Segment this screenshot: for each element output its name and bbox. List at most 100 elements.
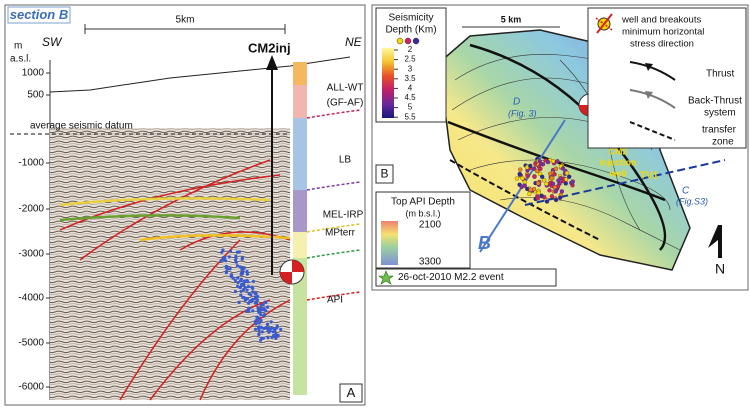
horizon-line (306, 291, 361, 301)
depth-tick-label: -1000 (18, 158, 44, 169)
legend-text: transfer (702, 125, 737, 136)
legend-text: well and breakouts (621, 15, 701, 26)
hypocenter (242, 288, 246, 292)
section-title: section B (10, 7, 69, 22)
horizon-line (306, 109, 361, 119)
unit-label: ALL-WT (327, 83, 364, 94)
hypocenter (257, 321, 261, 325)
epicenter (556, 178, 561, 183)
hypocenter (233, 258, 238, 262)
epicenter (520, 176, 525, 181)
hypocenter (239, 289, 243, 293)
legend-dot (412, 37, 420, 45)
hypocenter (257, 333, 261, 337)
hypocenter (224, 266, 228, 270)
api-scale-label: 3300 (419, 257, 442, 268)
hypocenter (265, 322, 269, 326)
hypocenter (266, 305, 270, 309)
hypocenter (246, 285, 250, 289)
legend-text: Back-Thrust (688, 96, 742, 107)
hypocenter (253, 301, 257, 305)
legend-text: stress direction (630, 39, 694, 50)
well-label: well (608, 168, 626, 178)
epicenter (567, 174, 572, 179)
depth-tick-label: -5000 (18, 338, 44, 349)
hypocenter (240, 257, 244, 261)
fault (79, 159, 271, 261)
depth-tick-label: -2000 (18, 204, 44, 215)
hypocenter (259, 313, 263, 317)
hypocenter (262, 326, 266, 331)
epicenter (528, 187, 533, 192)
unit-label: API (327, 295, 343, 306)
datum-label: average seismic datum (30, 121, 133, 132)
legend-title: Seismicity (388, 13, 433, 24)
horizon (59, 197, 271, 207)
panel-letter: B (380, 167, 388, 181)
hypocenter (238, 285, 242, 290)
hypocenter (259, 338, 263, 342)
depth-scale-label: 4.5 (404, 93, 416, 102)
hypocenter (222, 257, 226, 262)
hypocenter (251, 309, 255, 313)
hypocenter (245, 272, 249, 276)
panel-letter-box (339, 383, 363, 403)
stress-symbol (595, 17, 613, 31)
epicenter (528, 163, 533, 169)
hypocenter (229, 249, 233, 253)
event-label: 26-oct-2010 M2.2 event (398, 272, 504, 283)
hypocenter (251, 279, 256, 283)
section-d-ref: (Fig. 3) (508, 108, 537, 118)
depth-tick-label: 500 (27, 90, 44, 101)
fault (119, 239, 241, 401)
epicenter (533, 161, 538, 166)
epicenter (553, 189, 558, 194)
epicenter (544, 199, 550, 204)
tv1-label: TV1 (640, 171, 659, 182)
legend-title: (m b.s.l.) (406, 208, 441, 218)
hypocenter (259, 325, 263, 329)
section-c-label: C (682, 186, 690, 197)
depth-scale-label: 3 (408, 64, 413, 73)
hypocenter (275, 324, 279, 328)
event-star (378, 270, 394, 285)
hypocenter (253, 295, 257, 299)
epicenter (544, 181, 549, 186)
hypocenter (233, 289, 237, 294)
hypocenter (256, 316, 261, 320)
hypocenter (240, 282, 244, 287)
epicenter (518, 167, 523, 172)
hypocenter (256, 308, 260, 312)
epicenter (564, 170, 570, 176)
backthrust-tooth (645, 91, 653, 99)
backthrust-symbol (629, 89, 676, 109)
depth-tick-label: 1000 (22, 68, 45, 79)
epicenter (517, 171, 522, 177)
strat-unit (293, 190, 307, 232)
depth-scale-label: 2.5 (404, 55, 416, 64)
hypocenter (269, 320, 273, 324)
hypocenter (237, 300, 241, 304)
epicenter (549, 194, 555, 199)
topography (49, 56, 351, 93)
strat-unit (293, 62, 307, 85)
horizon-line (306, 181, 361, 191)
well-label: CM2 (608, 146, 627, 156)
hypocenter (231, 276, 235, 280)
hypocenter (219, 259, 223, 263)
sw-label: SW (42, 35, 63, 49)
unit-label: MPterr (325, 228, 356, 239)
epicenter (552, 172, 557, 177)
legend-title: Top API Depth (391, 197, 455, 208)
epicenter (532, 174, 537, 179)
north-label: N (715, 261, 725, 277)
hypocenter (250, 285, 254, 289)
epicenter (536, 190, 541, 195)
epicenter (549, 175, 554, 181)
hypocenter (263, 300, 267, 304)
epicenter (560, 178, 566, 184)
hypocenter (274, 332, 278, 337)
fault (149, 299, 271, 401)
epicenter (535, 181, 541, 186)
strat-unit (293, 118, 307, 190)
